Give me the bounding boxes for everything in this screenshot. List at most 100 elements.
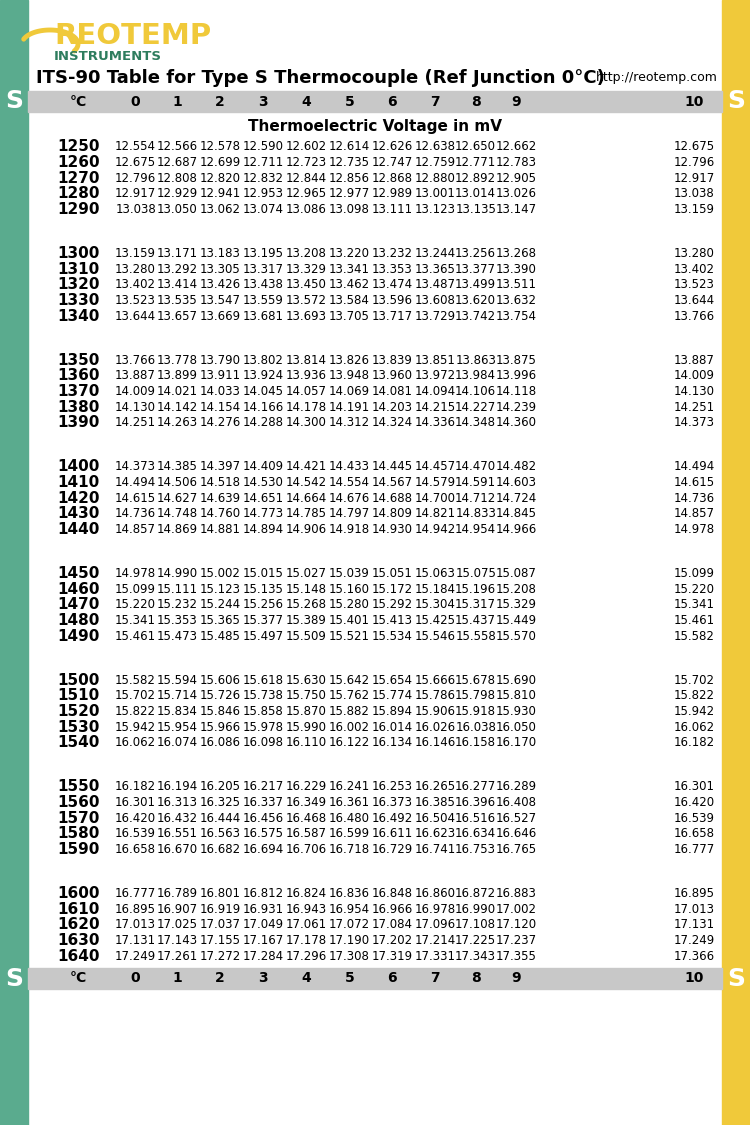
Text: 13.996: 13.996 [495,369,536,382]
Text: 14.845: 14.845 [496,507,536,521]
Text: 16.456: 16.456 [243,811,284,825]
Text: 16.670: 16.670 [157,843,198,856]
Text: 13.766: 13.766 [115,353,156,367]
Text: 15.196: 15.196 [455,583,497,595]
Text: 14.263: 14.263 [157,416,198,430]
Text: 14.881: 14.881 [200,523,241,536]
Text: 13.050: 13.050 [157,204,197,216]
Text: 14.421: 14.421 [286,460,327,474]
Text: 13.559: 13.559 [243,294,284,307]
Text: 15.678: 15.678 [455,674,497,686]
Text: 13.317: 13.317 [243,262,284,276]
Text: 2: 2 [215,94,225,108]
Text: 16.325: 16.325 [200,796,241,809]
Text: 16.349: 16.349 [286,796,327,809]
Text: 14.857: 14.857 [674,507,715,521]
Text: 1380: 1380 [58,399,100,415]
Text: 16.110: 16.110 [286,737,327,749]
Text: 16.895: 16.895 [674,886,715,900]
Text: 1320: 1320 [58,278,100,292]
Text: 14.021: 14.021 [157,385,198,398]
Text: 17.096: 17.096 [415,918,456,931]
Text: 15.256: 15.256 [243,598,284,611]
Text: 15.966: 15.966 [200,721,241,734]
Text: 14.457: 14.457 [415,460,456,474]
Text: 10: 10 [685,972,704,986]
Text: 16.086: 16.086 [200,737,241,749]
Text: 16.408: 16.408 [496,796,536,809]
Text: 16.420: 16.420 [674,796,715,809]
Text: 12.953: 12.953 [243,188,284,200]
Text: 1250: 1250 [58,140,100,154]
Text: 15.894: 15.894 [372,705,413,718]
Text: 14.081: 14.081 [372,385,413,398]
Text: 14.166: 14.166 [243,400,284,414]
Text: 14.978: 14.978 [674,523,715,536]
Text: 1570: 1570 [58,811,100,826]
Text: 13.390: 13.390 [496,262,536,276]
Text: 14.918: 14.918 [328,523,370,536]
Text: 14.009: 14.009 [115,385,156,398]
Text: 1: 1 [172,972,182,986]
Text: 16.265: 16.265 [415,781,456,793]
Text: 1280: 1280 [58,187,100,201]
Text: 15.750: 15.750 [286,690,327,702]
Text: 12.783: 12.783 [496,156,536,169]
Text: 1520: 1520 [58,704,100,719]
Text: 16.978: 16.978 [415,902,456,916]
Text: 13.960: 13.960 [372,369,413,382]
Text: 14.239: 14.239 [495,400,536,414]
Text: 13.305: 13.305 [200,262,241,276]
Text: 15.810: 15.810 [496,690,536,702]
Text: 13.887: 13.887 [674,353,715,367]
Text: 16.527: 16.527 [495,811,536,825]
Text: 13.572: 13.572 [286,294,327,307]
Text: 16.551: 16.551 [157,827,198,840]
Bar [28,91,722,112]
Text: 12.832: 12.832 [243,172,284,184]
Text: 15.762: 15.762 [328,690,370,702]
Text: 15.449: 15.449 [495,614,536,627]
Text: 14.651: 14.651 [243,492,284,505]
Text: 12.856: 12.856 [328,172,370,184]
Text: 14.906: 14.906 [286,523,327,536]
Text: 15.485: 15.485 [200,630,241,642]
Text: Thermoelectric Voltage in mV: Thermoelectric Voltage in mV [248,119,502,135]
Text: 14.567: 14.567 [372,476,413,489]
Text: 17.202: 17.202 [372,934,413,947]
Text: 15.123: 15.123 [200,583,241,595]
Text: 6: 6 [388,972,398,986]
Text: 14.809: 14.809 [372,507,413,521]
Text: 15.341: 15.341 [115,614,156,627]
Text: 15.930: 15.930 [496,705,536,718]
Text: 14.130: 14.130 [674,385,715,398]
Text: 16.468: 16.468 [286,811,327,825]
Text: 14.324: 14.324 [372,416,413,430]
Text: 1610: 1610 [58,901,100,917]
Text: 13.438: 13.438 [243,278,284,291]
Text: 12.771: 12.771 [455,156,497,169]
Text: 16.026: 16.026 [415,721,456,734]
Text: 12.917: 12.917 [674,172,715,184]
Text: 13.329: 13.329 [286,262,327,276]
Text: 13.632: 13.632 [496,294,536,307]
Text: 14.542: 14.542 [286,476,327,489]
Text: 17.331: 17.331 [415,950,456,963]
Text: 13.948: 13.948 [328,369,370,382]
Text: 14.603: 14.603 [496,476,536,489]
Text: 13.220: 13.220 [328,248,370,260]
Text: 12.650: 12.650 [455,141,497,153]
Text: 14.069: 14.069 [328,385,370,398]
Text: 14.966: 14.966 [495,523,536,536]
Text: 12.566: 12.566 [157,141,198,153]
Text: 16.943: 16.943 [286,902,327,916]
Text: 12.892: 12.892 [455,172,497,184]
Text: 16.587: 16.587 [286,827,327,840]
Text: 16.373: 16.373 [372,796,413,809]
Text: 12.820: 12.820 [200,172,241,184]
Text: 15.714: 15.714 [157,690,198,702]
Text: 17.049: 17.049 [243,918,284,931]
Text: 15.918: 15.918 [455,705,497,718]
Text: 13.790: 13.790 [200,353,241,367]
Text: 13.875: 13.875 [496,353,536,367]
